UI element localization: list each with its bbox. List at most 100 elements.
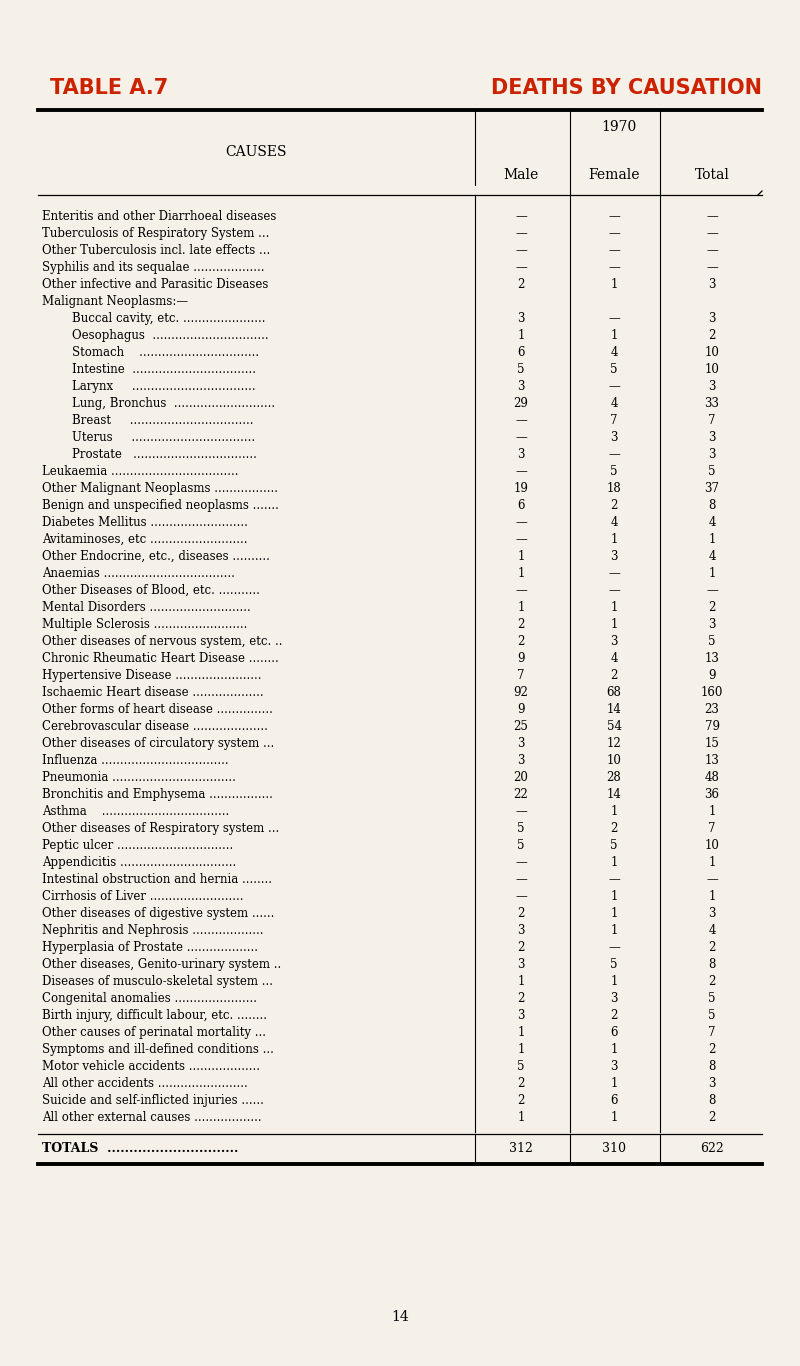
Text: 10: 10 (705, 839, 719, 852)
Text: 5: 5 (518, 363, 525, 376)
Text: 1: 1 (610, 975, 618, 988)
Text: 1: 1 (610, 805, 618, 818)
Text: 5: 5 (610, 363, 618, 376)
Text: 3: 3 (518, 923, 525, 937)
Text: 3: 3 (708, 279, 716, 291)
Text: 2: 2 (518, 992, 525, 1005)
Text: 3: 3 (708, 380, 716, 393)
Text: Suicide and self-inflicted injuries ......: Suicide and self-inflicted injuries ....… (42, 1094, 264, 1106)
Text: 3: 3 (518, 311, 525, 325)
Text: 36: 36 (705, 788, 719, 800)
Text: Other diseases of digestive system ......: Other diseases of digestive system .....… (42, 907, 274, 919)
Text: —: — (515, 245, 527, 257)
Text: TOTALS  ..............................: TOTALS .............................. (42, 1142, 238, 1156)
Text: 2: 2 (708, 975, 716, 988)
Text: Other diseases of nervous system, etc. ..: Other diseases of nervous system, etc. .… (42, 635, 282, 647)
Text: 3: 3 (610, 550, 618, 563)
Text: —: — (608, 311, 620, 325)
Text: Other causes of perinatal mortality ...: Other causes of perinatal mortality ... (42, 1026, 266, 1040)
Text: Other forms of heart disease ...............: Other forms of heart disease ...........… (42, 703, 273, 716)
Text: 2: 2 (518, 941, 525, 953)
Text: 10: 10 (705, 346, 719, 359)
Text: 1: 1 (518, 975, 525, 988)
Text: —: — (515, 414, 527, 428)
Text: Female: Female (588, 168, 640, 182)
Text: 33: 33 (705, 398, 719, 410)
Text: 6: 6 (610, 1094, 618, 1106)
Text: —: — (515, 873, 527, 887)
Text: 14: 14 (606, 788, 622, 800)
Text: 5: 5 (708, 464, 716, 478)
Text: 3: 3 (708, 432, 716, 444)
Text: Other diseases of Respiratory system ...: Other diseases of Respiratory system ... (42, 822, 279, 835)
Text: 6: 6 (610, 1026, 618, 1040)
Text: Malignant Neoplasms:—: Malignant Neoplasms:— (42, 295, 188, 307)
Text: 3: 3 (610, 432, 618, 444)
Text: —: — (608, 448, 620, 460)
Text: 3: 3 (518, 1009, 525, 1022)
Text: CAUSES: CAUSES (226, 145, 287, 158)
Text: Motor vehicle accidents ...................: Motor vehicle accidents ................… (42, 1060, 260, 1074)
Text: 1: 1 (518, 1044, 525, 1056)
Text: 1: 1 (708, 805, 716, 818)
Text: 29: 29 (514, 398, 529, 410)
Text: Buccal cavity, etc. ......................: Buccal cavity, etc. ....................… (72, 311, 266, 325)
Text: 1: 1 (518, 601, 525, 613)
Text: 13: 13 (705, 652, 719, 665)
Text: Uterus     .................................: Uterus ................................. (72, 432, 255, 444)
Text: Bronchitis and Emphysema .................: Bronchitis and Emphysema ...............… (42, 788, 273, 800)
Text: —: — (608, 261, 620, 275)
Text: 1: 1 (708, 567, 716, 581)
Text: 48: 48 (705, 770, 719, 784)
Text: Other Diseases of Blood, etc. ...........: Other Diseases of Blood, etc. ..........… (42, 585, 260, 597)
Text: 12: 12 (606, 738, 622, 750)
Text: 2: 2 (610, 1009, 618, 1022)
Text: —: — (515, 891, 527, 903)
Text: Hyperplasia of Prostate ...................: Hyperplasia of Prostate ................… (42, 941, 258, 953)
Text: 2: 2 (708, 1044, 716, 1056)
Text: 2: 2 (708, 329, 716, 342)
Text: 18: 18 (606, 482, 622, 494)
Text: Mental Disorders ...........................: Mental Disorders .......................… (42, 601, 250, 613)
Text: 5: 5 (518, 839, 525, 852)
Text: 2: 2 (708, 941, 716, 953)
Text: —: — (608, 227, 620, 240)
Text: Asthma    ..................................: Asthma .................................… (42, 805, 230, 818)
Text: 1: 1 (610, 617, 618, 631)
Text: —: — (608, 245, 620, 257)
Text: Male: Male (503, 168, 538, 182)
Text: 1: 1 (518, 550, 525, 563)
Text: 15: 15 (705, 738, 719, 750)
Text: Nephritis and Nephrosis ...................: Nephritis and Nephrosis ................… (42, 923, 263, 937)
Text: 4: 4 (708, 550, 716, 563)
Text: Other Endocrine, etc., diseases ..........: Other Endocrine, etc., diseases ........… (42, 550, 270, 563)
Text: 54: 54 (606, 720, 622, 734)
Text: 2: 2 (708, 601, 716, 613)
Text: Total: Total (694, 168, 730, 182)
Text: 1: 1 (610, 856, 618, 869)
Text: —: — (515, 585, 527, 597)
Text: Ischaemic Heart disease ...................: Ischaemic Heart disease ................… (42, 686, 264, 699)
Text: 5: 5 (610, 958, 618, 971)
Text: 3: 3 (610, 635, 618, 647)
Text: 9: 9 (708, 669, 716, 682)
Text: 4: 4 (610, 516, 618, 529)
Text: 7: 7 (708, 822, 716, 835)
Text: 2: 2 (610, 499, 618, 512)
Text: 2: 2 (518, 1076, 525, 1090)
Text: 3: 3 (708, 907, 716, 919)
Text: Cirrhosis of Liver .........................: Cirrhosis of Liver .....................… (42, 891, 243, 903)
Text: 8: 8 (708, 499, 716, 512)
Text: Other infective and Parasitic Diseases: Other infective and Parasitic Diseases (42, 279, 268, 291)
Text: Hypertensive Disease .......................: Hypertensive Disease ...................… (42, 669, 262, 682)
Text: 3: 3 (610, 1060, 618, 1074)
Text: 4: 4 (610, 346, 618, 359)
Text: 6: 6 (518, 499, 525, 512)
Text: —: — (706, 210, 718, 223)
Text: 3: 3 (708, 617, 716, 631)
Text: 1970: 1970 (601, 120, 636, 134)
Text: —: — (706, 873, 718, 887)
Text: 1: 1 (610, 1111, 618, 1124)
Text: 3: 3 (610, 992, 618, 1005)
Text: Birth injury, difficult labour, etc. ........: Birth injury, difficult labour, etc. ...… (42, 1009, 267, 1022)
